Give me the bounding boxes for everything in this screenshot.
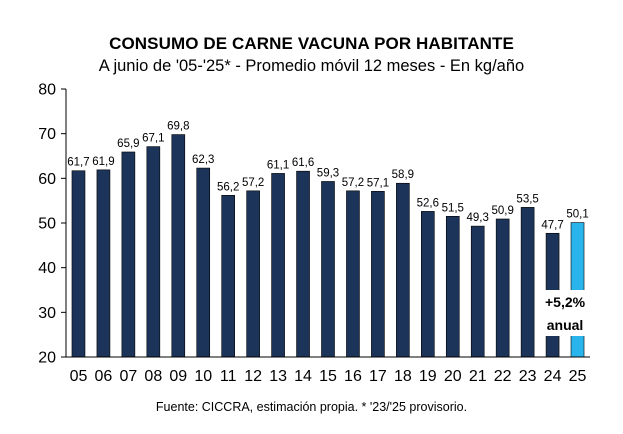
value-label-13: 61,1 (267, 159, 289, 171)
bars (71, 134, 585, 358)
x-tick-label-08: 08 (144, 368, 162, 385)
bar-17 (371, 190, 385, 358)
bar-22 (495, 218, 510, 358)
x-tick-label-05: 05 (70, 368, 88, 385)
y-tick-label: 70 (38, 126, 56, 143)
annotation-line-1: +5,2% (545, 294, 586, 310)
x-axis: 05 06 07 08 09 10 11 12 13 14 15 16 17 18 19 20 21 22 23 24… (66, 356, 590, 385)
value-label-17: 57,1 (367, 177, 389, 189)
bar-25 (570, 222, 585, 358)
value-label-09: 69,8 (167, 121, 189, 133)
x-tick-label-21: 21 (469, 368, 487, 385)
bar-11 (221, 195, 235, 358)
bar-15 (321, 181, 335, 358)
bar-08 (146, 146, 161, 358)
value-label-22: 50,9 (491, 205, 513, 217)
x-tick-label-18: 18 (394, 368, 412, 385)
bar-21 (470, 225, 485, 358)
y-tick-label: 50 (38, 216, 56, 233)
x-tick-label-22: 22 (494, 368, 512, 385)
value-label-14: 61,6 (292, 157, 314, 169)
x-tick-label-25: 25 (569, 368, 587, 385)
x-tick-label-06: 06 (95, 368, 113, 385)
bar-14 (296, 170, 310, 358)
value-label-08: 67,1 (142, 133, 164, 145)
bar-06 (96, 169, 111, 358)
chart-title: CONSUMO DE CARNE VACUNA POR HABITANTE (109, 34, 514, 53)
value-label-06: 61,9 (92, 156, 114, 168)
annotation-box (541, 290, 590, 336)
value-label-20: 51,5 (442, 202, 464, 214)
x-tick-label-19: 19 (419, 368, 437, 385)
y-tick-label: 40 (38, 260, 56, 277)
value-label-25: 50,1 (566, 209, 588, 221)
x-tick-label-13: 13 (269, 368, 287, 385)
value-label-19: 52,6 (417, 197, 439, 209)
bar-05 (71, 170, 86, 358)
value-label-12: 57,2 (242, 177, 264, 189)
y-tick-label: 30 (38, 305, 56, 322)
value-label-23: 53,5 (516, 193, 538, 205)
bar-23 (520, 207, 535, 358)
x-tick-label-09: 09 (169, 368, 187, 385)
x-tick-label-17: 17 (369, 368, 387, 385)
value-label-11: 56,2 (217, 181, 239, 193)
source-note: Fuente: CICCRA, estimación propia. * '23… (155, 400, 468, 414)
bar-16 (346, 190, 360, 358)
bar-07 (121, 151, 136, 358)
x-tick-label-24: 24 (544, 368, 562, 385)
value-label-21: 49,3 (467, 212, 489, 224)
y-tick-label: 80 (38, 82, 56, 99)
annotation-line-2: anual (547, 317, 584, 333)
x-tick-label-15: 15 (319, 368, 337, 385)
value-label-05: 61,7 (67, 157, 89, 169)
bar-09 (171, 134, 186, 358)
y-tick-label: 60 (38, 171, 56, 188)
bar-20 (445, 216, 460, 358)
annotation: +5,2% anual (541, 290, 590, 336)
x-tick-label-12: 12 (244, 368, 262, 385)
x-tick-label-16: 16 (344, 368, 362, 385)
value-label-15: 59,3 (317, 167, 339, 179)
value-label-18: 58,9 (392, 169, 414, 181)
x-tick-label-10: 10 (194, 368, 212, 385)
bar-18 (396, 182, 410, 358)
x-tick-label-23: 23 (519, 368, 537, 385)
x-tick-label-11: 11 (220, 368, 237, 385)
y-axis: 20 30 40 50 60 70 80 (38, 82, 67, 367)
chart-subtitle: A junio de '05-'25* - Promedio móvil 12 … (98, 57, 525, 75)
value-label-16: 57,2 (342, 177, 364, 189)
x-tick-label-07: 07 (119, 368, 137, 385)
x-tick-label-20: 20 (444, 368, 462, 385)
x-tick-label-14: 14 (294, 368, 312, 385)
bar-13 (271, 173, 285, 358)
bar-10 (196, 167, 211, 358)
value-label-10: 62,3 (192, 154, 214, 166)
value-label-07: 65,9 (117, 138, 139, 150)
value-labels: 61,7 61,965,9 67,169,862,356,2 57,261,1 61,6… (67, 121, 588, 232)
bar-19 (421, 211, 435, 358)
y-tick-label: 20 (38, 350, 56, 367)
value-label-24: 47,7 (541, 219, 563, 231)
bar-12 (246, 190, 260, 358)
